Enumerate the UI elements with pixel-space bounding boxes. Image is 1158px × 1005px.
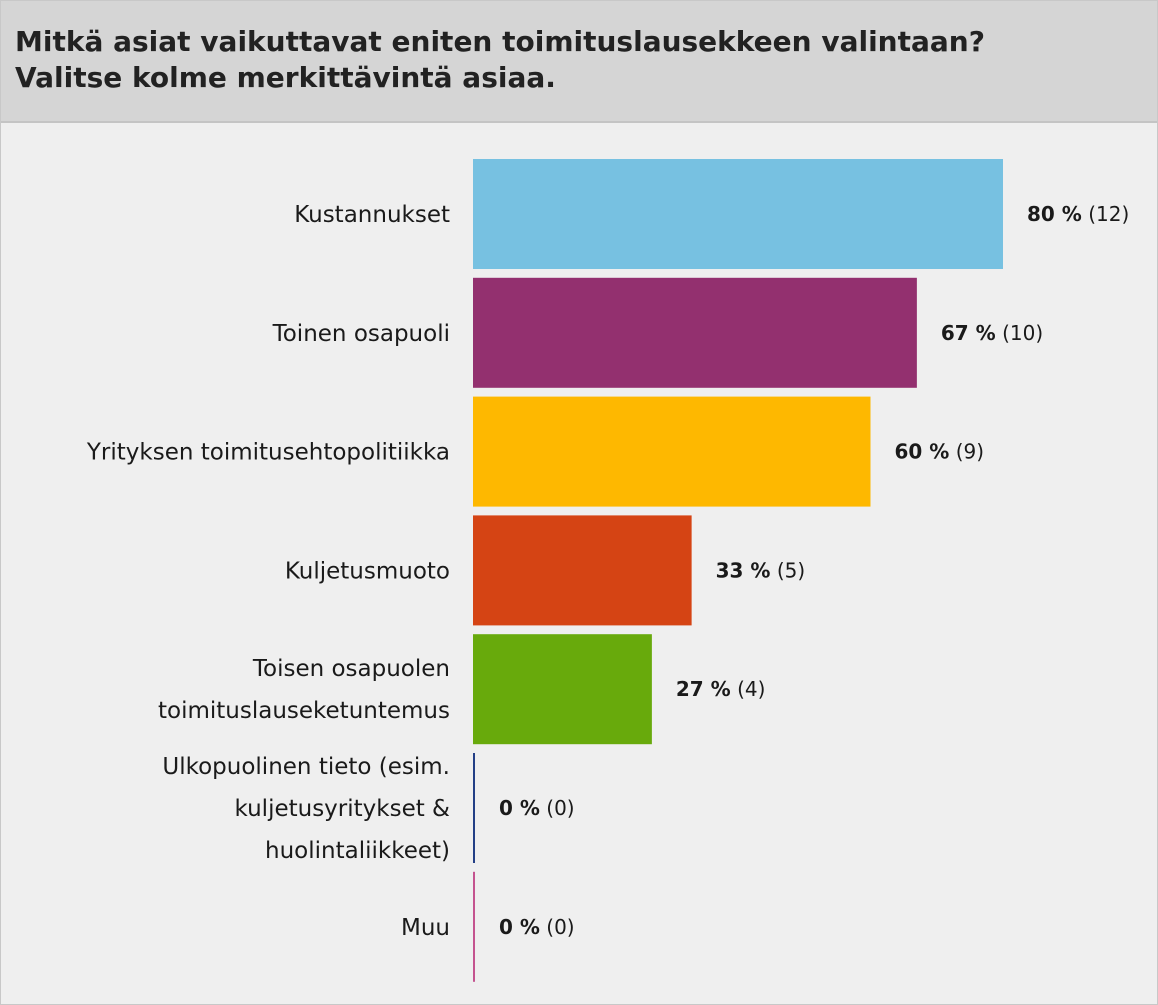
category-label-line: Toinen osapuoli bbox=[272, 321, 450, 347]
bar-7 bbox=[473, 871, 475, 982]
value-percent: 67 % bbox=[941, 321, 996, 345]
category-label-line: Kuljetusmuoto bbox=[285, 558, 450, 584]
category-label-5: Toisen osapuolen toimituslauseketuntemus bbox=[158, 656, 450, 724]
category-label-1: Kustannukset bbox=[294, 202, 450, 228]
value-label-6: 0 % (0) bbox=[499, 796, 575, 820]
value-percent: 33 % bbox=[716, 558, 771, 582]
category-label-7: Muu bbox=[401, 915, 450, 941]
category-label-line: Ulkopuolinen tieto (esim. bbox=[162, 754, 450, 780]
chart-title-line-1: Mitkä asiat vaikuttavat eniten toimitusl… bbox=[15, 25, 985, 58]
value-count: (12) bbox=[1082, 202, 1129, 226]
value-percent: 0 % bbox=[499, 796, 540, 820]
value-label-2: 67 % (10) bbox=[941, 321, 1043, 345]
value-label-5: 27 % (4) bbox=[676, 677, 766, 701]
category-label-line: Muu bbox=[401, 915, 450, 941]
category-label-6: Ulkopuolinen tieto (esim. kuljetusyrityks… bbox=[162, 754, 450, 864]
value-percent: 0 % bbox=[499, 915, 540, 939]
value-percent: 27 % bbox=[676, 677, 731, 701]
bar-4 bbox=[473, 515, 692, 626]
category-label-line: toimituslauseketuntemus bbox=[158, 698, 450, 724]
category-label-line: Yrityksen toimitusehtopolitiikka bbox=[86, 440, 450, 466]
value-count: (0) bbox=[540, 915, 575, 939]
chart-title-line-2: Valitse kolme merkittävintä asiaa. bbox=[15, 61, 556, 94]
category-label-3: Yrityksen toimitusehtopolitiikka bbox=[86, 440, 450, 466]
bar-3 bbox=[473, 396, 871, 507]
value-count: (5) bbox=[770, 558, 805, 582]
value-label-1: 80 % (12) bbox=[1027, 202, 1129, 226]
value-count: (10) bbox=[996, 321, 1043, 345]
value-percent: 60 % bbox=[895, 440, 950, 464]
value-label-4: 33 % (5) bbox=[716, 558, 806, 582]
category-label-line: kuljetusyritykset & bbox=[234, 796, 450, 822]
value-label-3: 60 % (9) bbox=[895, 440, 985, 464]
category-label-2: Toinen osapuoli bbox=[272, 321, 450, 347]
value-count: (4) bbox=[731, 677, 766, 701]
value-count: (9) bbox=[949, 440, 984, 464]
bar-1 bbox=[473, 159, 1003, 269]
value-count: (0) bbox=[540, 796, 575, 820]
category-label-line: Kustannukset bbox=[294, 202, 450, 228]
category-label-line: Toisen osapuolen bbox=[252, 656, 450, 682]
value-percent: 80 % bbox=[1027, 202, 1082, 226]
category-label-line: huolintaliikkeet) bbox=[265, 838, 450, 864]
chart-header: Mitkä asiat vaikuttavat eniten toimitusl… bbox=[1, 1, 1157, 123]
bar-2 bbox=[473, 277, 917, 388]
category-label-4: Kuljetusmuoto bbox=[285, 558, 450, 584]
bar-6 bbox=[473, 753, 475, 863]
value-label-7: 0 % (0) bbox=[499, 915, 575, 939]
bar-5 bbox=[473, 634, 652, 745]
